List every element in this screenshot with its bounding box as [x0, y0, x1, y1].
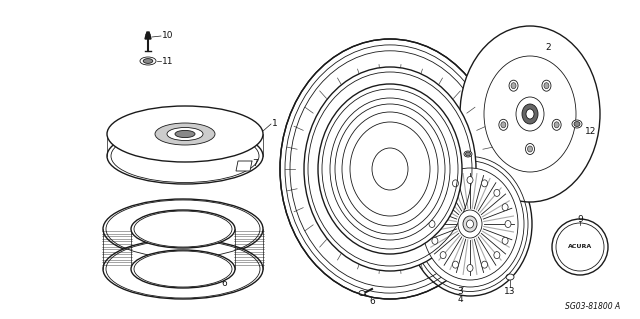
Ellipse shape	[140, 57, 156, 65]
Ellipse shape	[330, 98, 450, 240]
Ellipse shape	[494, 252, 500, 259]
Ellipse shape	[372, 148, 408, 190]
Ellipse shape	[155, 123, 215, 145]
Ellipse shape	[131, 210, 235, 248]
Ellipse shape	[467, 264, 473, 271]
Text: ACURA: ACURA	[568, 244, 592, 249]
Ellipse shape	[429, 220, 435, 227]
Ellipse shape	[458, 210, 482, 238]
Ellipse shape	[554, 122, 559, 128]
Polygon shape	[146, 32, 150, 35]
Ellipse shape	[463, 216, 477, 232]
Polygon shape	[236, 161, 252, 171]
Ellipse shape	[506, 274, 514, 280]
Ellipse shape	[280, 39, 500, 299]
Ellipse shape	[511, 83, 516, 89]
Text: 12: 12	[585, 128, 596, 137]
Text: 5: 5	[221, 271, 227, 280]
Text: 13: 13	[504, 286, 516, 295]
Ellipse shape	[359, 291, 365, 295]
Ellipse shape	[167, 128, 203, 140]
Ellipse shape	[215, 268, 221, 272]
Text: 6: 6	[221, 278, 227, 287]
Text: 11: 11	[162, 56, 173, 65]
Ellipse shape	[502, 237, 508, 244]
Ellipse shape	[460, 26, 600, 202]
Ellipse shape	[481, 180, 488, 187]
Ellipse shape	[525, 144, 534, 154]
Ellipse shape	[416, 161, 524, 287]
Ellipse shape	[501, 122, 506, 128]
Text: 3: 3	[457, 286, 463, 295]
Ellipse shape	[432, 237, 438, 244]
Ellipse shape	[452, 261, 458, 268]
Ellipse shape	[552, 219, 608, 275]
Ellipse shape	[574, 122, 580, 127]
Text: 1: 1	[272, 120, 278, 129]
Ellipse shape	[304, 67, 476, 271]
Ellipse shape	[107, 106, 263, 162]
Ellipse shape	[107, 128, 263, 184]
Ellipse shape	[440, 189, 446, 197]
Ellipse shape	[544, 83, 549, 89]
Ellipse shape	[484, 56, 576, 172]
Ellipse shape	[502, 204, 508, 211]
Ellipse shape	[103, 239, 263, 299]
Ellipse shape	[175, 130, 195, 137]
Ellipse shape	[516, 97, 544, 131]
Ellipse shape	[467, 220, 474, 228]
Ellipse shape	[452, 180, 458, 187]
Ellipse shape	[467, 176, 473, 183]
Ellipse shape	[318, 84, 462, 254]
Ellipse shape	[572, 120, 582, 128]
Ellipse shape	[408, 152, 532, 296]
Text: 8: 8	[435, 146, 440, 155]
Ellipse shape	[527, 146, 532, 152]
Ellipse shape	[481, 261, 488, 268]
Ellipse shape	[552, 119, 561, 130]
Ellipse shape	[464, 151, 472, 157]
Ellipse shape	[422, 168, 518, 280]
Text: 2: 2	[545, 42, 551, 51]
Ellipse shape	[494, 189, 500, 197]
Text: 4: 4	[457, 295, 463, 305]
Ellipse shape	[509, 80, 518, 91]
Ellipse shape	[505, 220, 511, 227]
Ellipse shape	[143, 59, 153, 63]
Ellipse shape	[440, 252, 446, 259]
Text: 9: 9	[577, 214, 583, 224]
Ellipse shape	[499, 119, 508, 130]
Ellipse shape	[103, 199, 263, 259]
Ellipse shape	[526, 109, 534, 119]
Ellipse shape	[464, 279, 472, 285]
Text: SG03-81800 A: SG03-81800 A	[564, 302, 620, 311]
Ellipse shape	[432, 204, 438, 211]
Ellipse shape	[465, 152, 470, 156]
Polygon shape	[145, 35, 151, 39]
Text: 10: 10	[162, 32, 173, 41]
Ellipse shape	[542, 80, 551, 91]
Ellipse shape	[131, 250, 235, 288]
Text: 7: 7	[252, 159, 258, 167]
Ellipse shape	[522, 104, 538, 124]
Text: 6: 6	[369, 296, 375, 306]
